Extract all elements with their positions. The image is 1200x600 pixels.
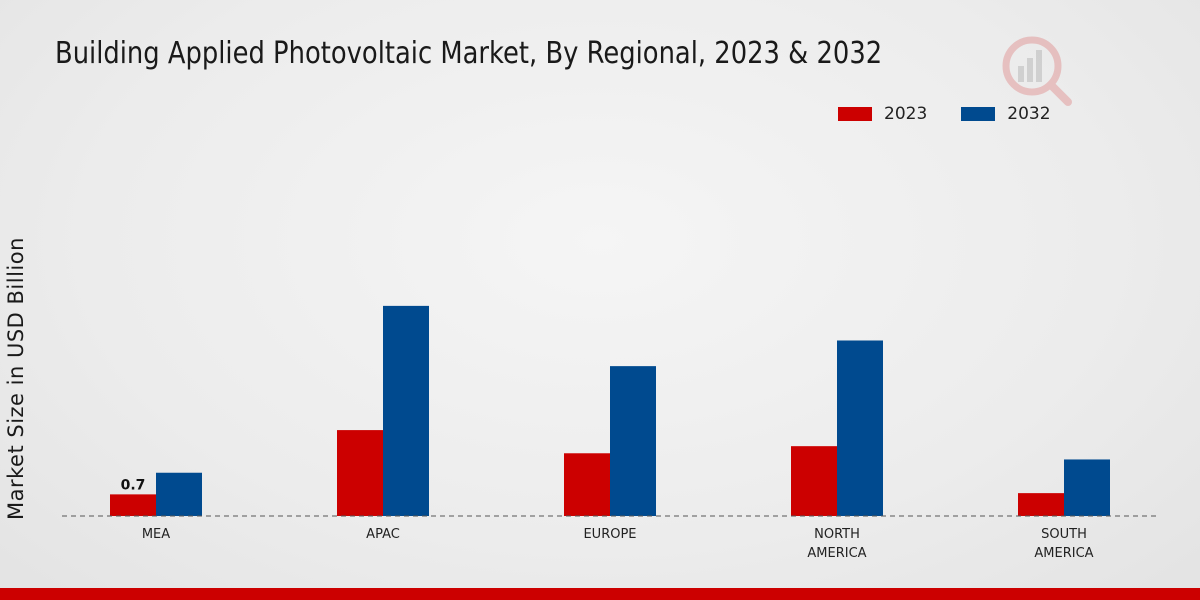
bar-2023-south-america (1018, 493, 1064, 516)
chart-title: Building Applied Photovoltaic Market, By… (55, 36, 883, 71)
footer-accent-bar (0, 588, 1200, 600)
bar-2023-europe (564, 453, 610, 516)
data-label: 0.7 (121, 477, 146, 493)
chart-legend: 2023 2032 (838, 104, 1085, 124)
legend-swatch-2032 (961, 107, 996, 121)
legend-item-2032: 2032 (961, 104, 1051, 124)
legend-label-2032: 2032 (1007, 104, 1051, 124)
x-tick-label: AMERICA (807, 546, 866, 561)
bar-2032-north-america (837, 340, 883, 516)
brand-logo-icon (1002, 36, 1072, 106)
x-tick-label: EUROPE (583, 527, 636, 542)
bar-2023-apac (337, 430, 383, 516)
legend-label-2023: 2023 (884, 104, 928, 124)
bar-2023-north-america (791, 446, 837, 516)
x-tick-label: AMERICA (1034, 546, 1093, 561)
bar-2032-mea (156, 472, 202, 516)
x-tick-label: NORTH (814, 527, 860, 542)
bar-2032-apac (383, 305, 429, 516)
legend-item-2023: 2023 (838, 104, 927, 124)
x-tick-label: MEA (142, 527, 170, 542)
bar-2032-south-america (1064, 459, 1110, 516)
x-tick-label: SOUTH (1041, 527, 1087, 542)
x-tick-label: APAC (366, 527, 400, 542)
bar-2032-europe (610, 366, 656, 516)
bar-2023-mea (110, 494, 156, 516)
legend-swatch-2023 (838, 107, 872, 121)
